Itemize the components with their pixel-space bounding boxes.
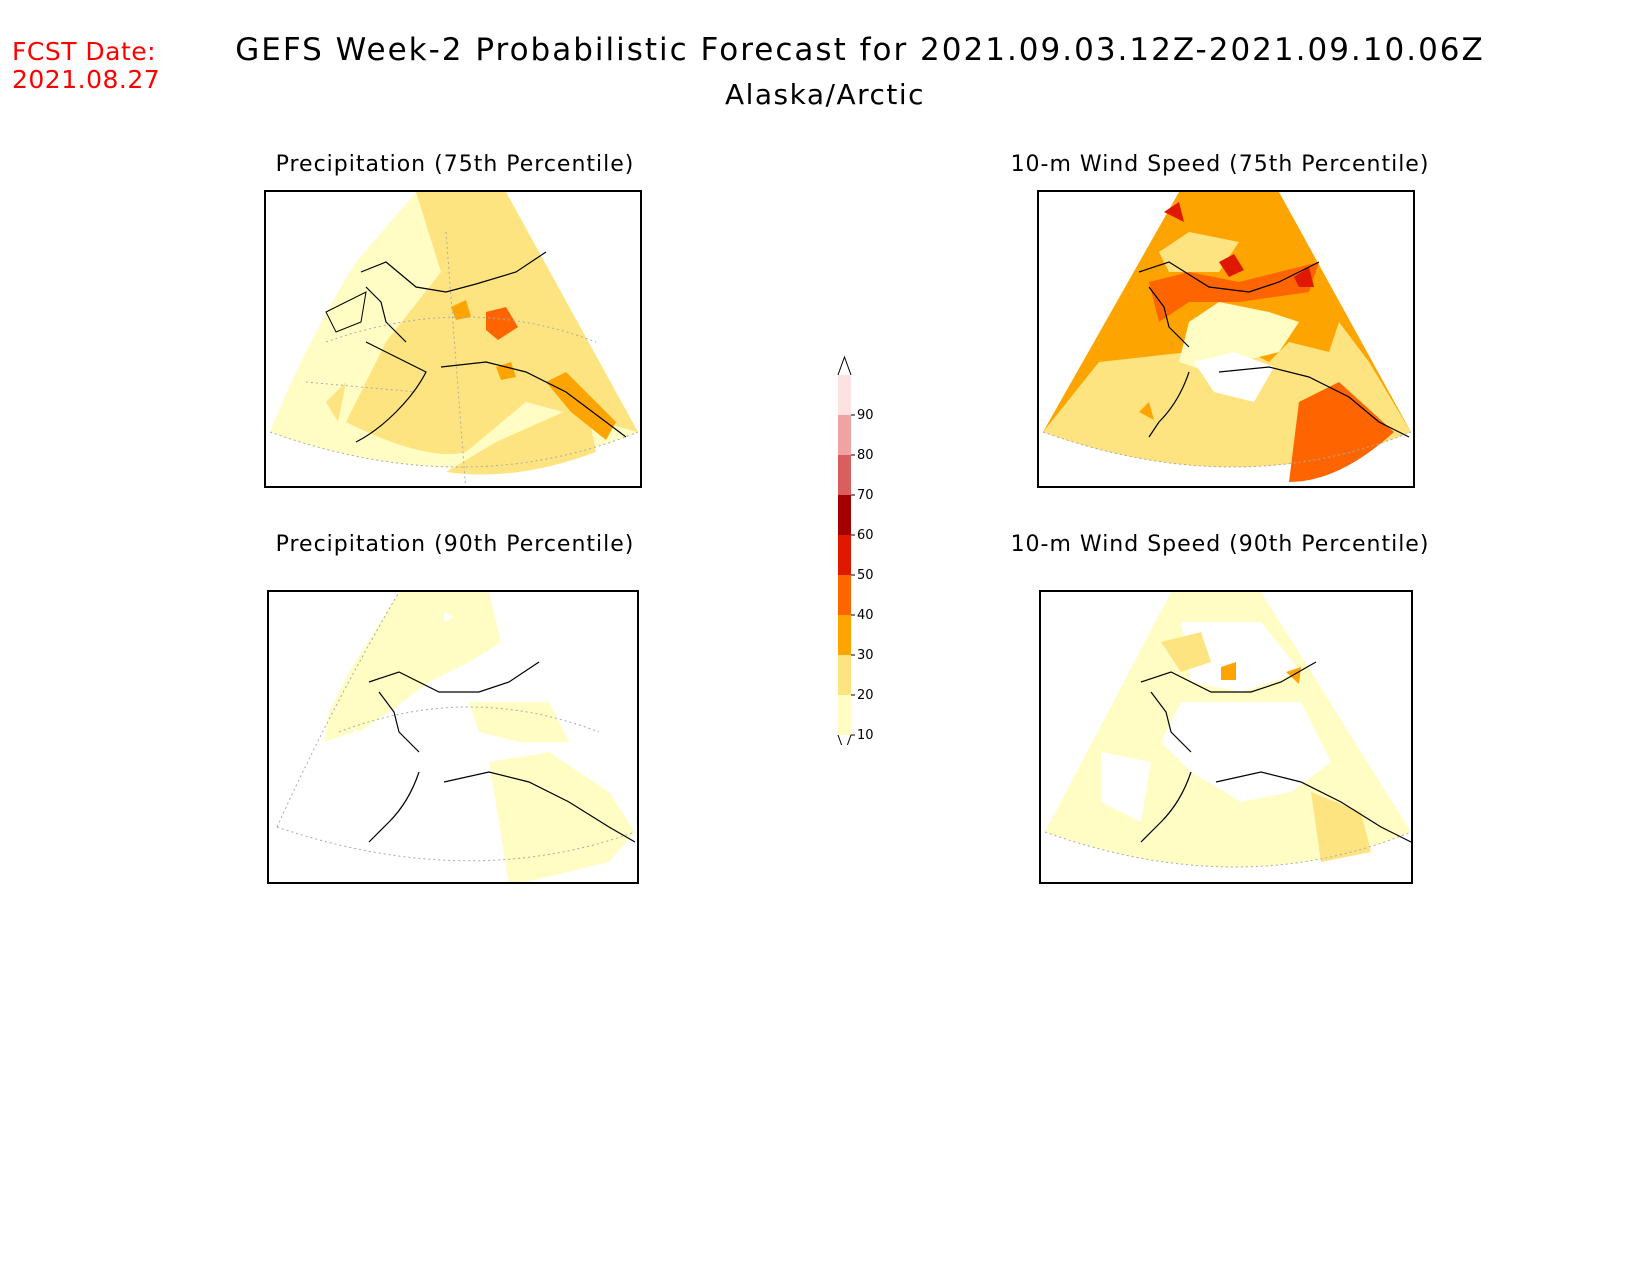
colorbar-swatch xyxy=(838,375,851,415)
colorbar-label: 80 xyxy=(857,448,874,463)
map-panel-precip-75 xyxy=(264,190,642,488)
colorbar-swatch xyxy=(838,695,851,735)
panel-title-wind-90: 10-m Wind Speed (90th Percentile) xyxy=(1010,532,1430,557)
colorbar-label: 10 xyxy=(857,728,874,743)
panel-title-wind-75: 10-m Wind Speed (75th Percentile) xyxy=(1010,152,1430,177)
colorbar-swatch xyxy=(838,535,851,575)
map-panel-wind-90 xyxy=(1039,590,1413,884)
colorbar-label: 60 xyxy=(857,528,874,543)
colorbar-label: 30 xyxy=(857,648,874,663)
panel-title-precip-90: Precipitation (90th Percentile) xyxy=(275,532,635,557)
colorbar-swatch xyxy=(838,615,851,655)
colorbar-top-arrow xyxy=(837,355,852,376)
colorbar-swatch xyxy=(838,575,851,615)
page-subtitle: Alaska/Arctic xyxy=(724,78,926,111)
colorbar-label: 50 xyxy=(857,568,874,583)
colorbar-swatch xyxy=(838,455,851,495)
colorbar-label: 90 xyxy=(857,408,874,423)
panel-title-precip-75: Precipitation (75th Percentile) xyxy=(275,152,635,177)
page-title: GEFS Week-2 Probabilistic Forecast for 2… xyxy=(235,32,1485,68)
colorbar-label: 20 xyxy=(857,688,874,703)
forecast-date-value: 2021.08.27 xyxy=(12,65,161,94)
colorbar-label: 70 xyxy=(857,488,874,503)
forecast-date-label: FCST Date: xyxy=(12,37,157,66)
colorbar-swatch xyxy=(838,495,851,535)
colorbar-label: 40 xyxy=(857,608,874,623)
forecast-date-block: FCST Date: 2021.08.27 xyxy=(12,38,160,94)
map-panel-wind-75 xyxy=(1037,190,1415,488)
map-panel-precip-90 xyxy=(267,590,639,884)
colorbar-swatch xyxy=(838,655,851,695)
colorbar-bottom-arrow xyxy=(837,734,852,755)
colorbar-legend: 10 20 30 40 50 60 70 80 90 xyxy=(830,335,890,755)
colorbar-swatch xyxy=(838,415,851,455)
